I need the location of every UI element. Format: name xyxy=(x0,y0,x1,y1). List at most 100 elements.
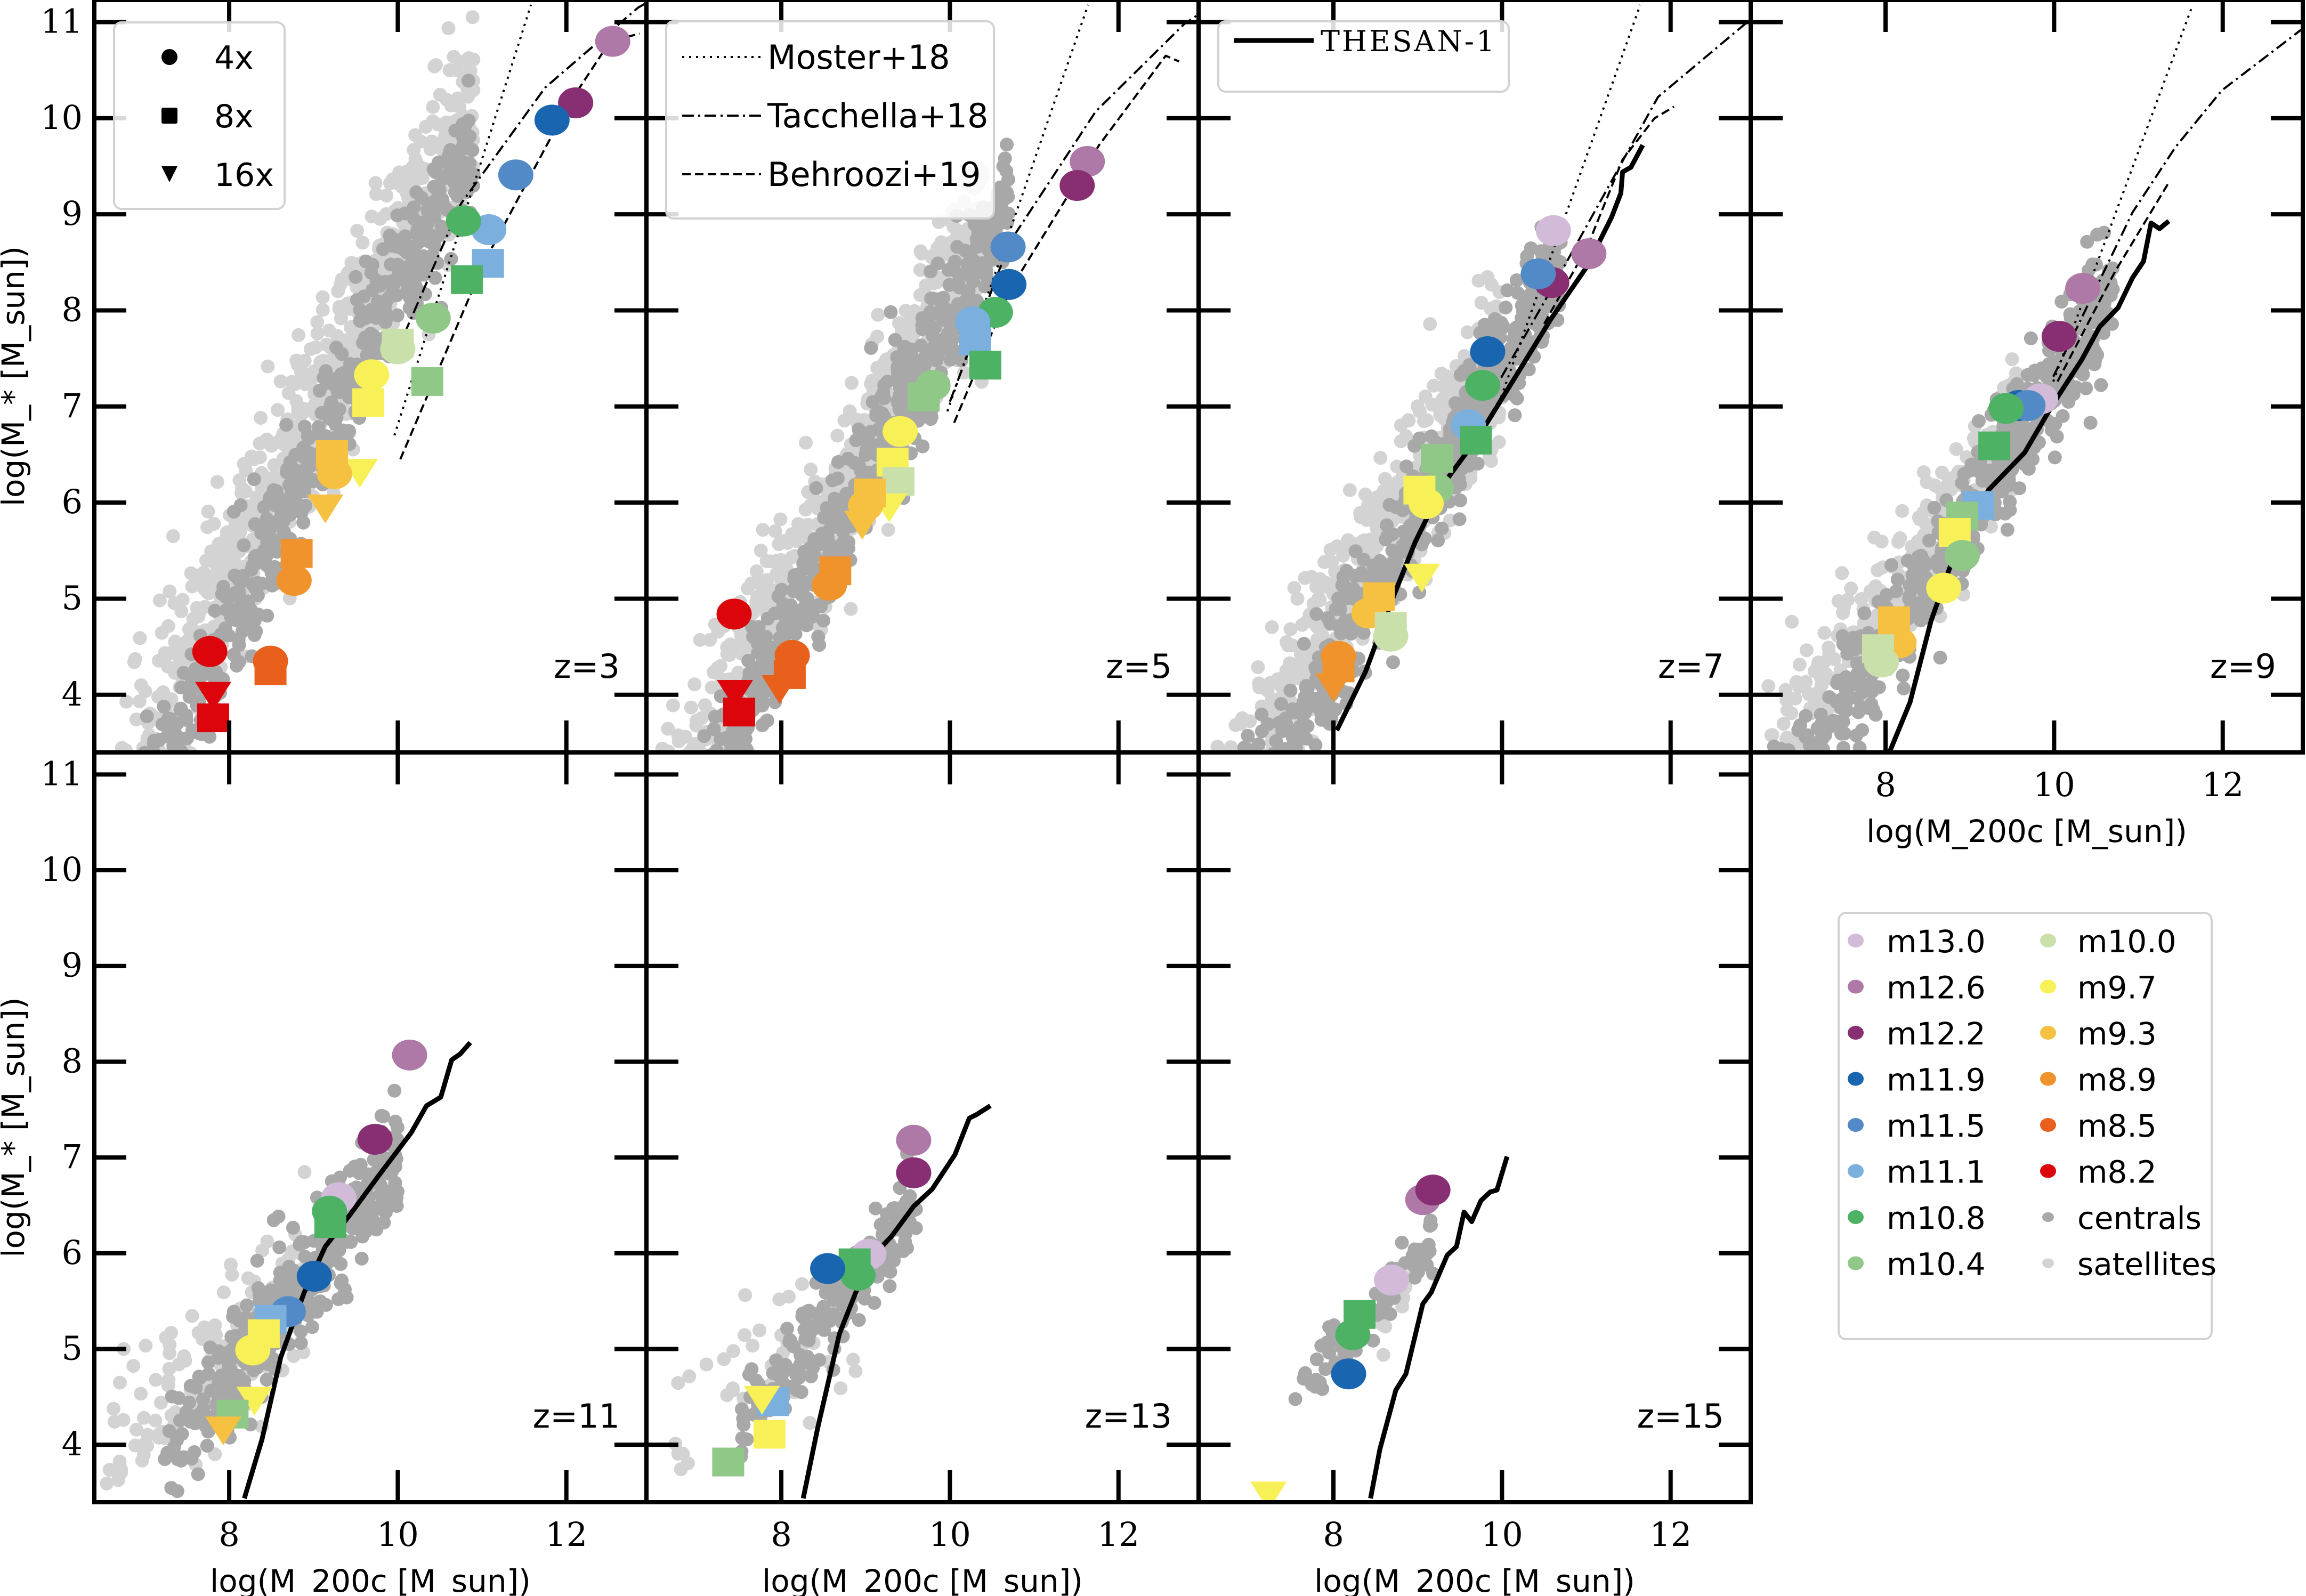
satellite-point xyxy=(1460,325,1475,339)
central-point xyxy=(1802,764,1816,778)
central-point xyxy=(676,815,690,829)
satellite-point xyxy=(1835,566,1849,580)
central-point xyxy=(1233,811,1247,825)
central-point xyxy=(1323,617,1338,631)
satellite-point xyxy=(1279,663,1293,678)
central-point xyxy=(1342,617,1357,631)
central-point xyxy=(390,308,404,322)
central-point xyxy=(1297,719,1312,733)
satellite-point xyxy=(1402,414,1416,428)
central-point xyxy=(702,769,716,783)
satellite-point xyxy=(208,1318,222,1332)
satellite-point xyxy=(1434,367,1449,381)
central-point xyxy=(1798,798,1812,812)
line-tacchella18 xyxy=(403,2,646,334)
central-point xyxy=(884,305,898,319)
central-point xyxy=(428,271,442,285)
satellite-point xyxy=(1235,795,1249,808)
satellite-point xyxy=(1765,728,1779,742)
central-point xyxy=(2063,307,2077,321)
central-point xyxy=(693,788,707,802)
satellite-point xyxy=(871,307,885,322)
central-point xyxy=(1203,891,1217,905)
central-point xyxy=(651,839,665,853)
satellite-point xyxy=(204,582,218,596)
central-point xyxy=(1255,707,1269,722)
central-point xyxy=(104,895,118,909)
satellite-point xyxy=(1492,435,1506,449)
satellite-point xyxy=(693,759,707,773)
satellite-point xyxy=(107,1401,120,1416)
marker-m9-7-square xyxy=(352,388,385,417)
satellite-point xyxy=(756,523,770,537)
central-point xyxy=(148,795,162,809)
central-point xyxy=(1308,738,1323,752)
central-point xyxy=(2080,234,2094,249)
satellite-point xyxy=(1234,795,1248,808)
central-point xyxy=(288,492,303,507)
marker-m10-8-square xyxy=(969,351,1001,380)
central-point xyxy=(880,375,895,389)
central-point xyxy=(1207,805,1221,819)
central-point xyxy=(1814,758,1827,772)
marker-m8-5-square xyxy=(254,656,287,685)
satellite-point xyxy=(1357,533,1371,547)
central-point xyxy=(796,556,811,571)
satellite-point xyxy=(686,765,700,779)
satellite-point xyxy=(133,765,147,779)
satellite-point xyxy=(1776,717,1791,731)
central-point xyxy=(1831,674,1845,688)
central-point xyxy=(682,802,696,816)
central-point xyxy=(1329,602,1343,616)
marker-m10-4-square xyxy=(908,382,940,411)
central-point xyxy=(1820,757,1834,771)
satellite-point xyxy=(1229,787,1243,801)
satellite-point xyxy=(100,1476,114,1490)
central-point xyxy=(1840,703,1854,717)
central-point xyxy=(165,777,179,791)
satellite-point xyxy=(310,315,325,329)
satellite-point xyxy=(651,828,665,842)
marker-m10-0-circle xyxy=(1864,646,1899,678)
central-point xyxy=(713,768,727,782)
satellite-point xyxy=(355,236,370,250)
satellite-point xyxy=(1210,803,1224,816)
central-point xyxy=(1884,558,1898,572)
marker-m9-7-circle xyxy=(883,416,918,447)
satellite-point xyxy=(671,728,685,742)
central-point xyxy=(254,526,269,540)
central-point xyxy=(1257,772,1271,785)
central-point xyxy=(1298,706,1312,720)
central-point xyxy=(954,353,969,368)
central-point xyxy=(157,700,171,714)
central-point xyxy=(940,314,954,328)
central-point xyxy=(809,481,823,495)
central-point xyxy=(118,852,132,865)
central-point xyxy=(250,576,265,590)
central-point xyxy=(1775,759,1789,773)
central-point xyxy=(1265,785,1279,799)
satellite-point xyxy=(1399,429,1413,443)
central-point xyxy=(1265,774,1279,788)
y-axis-label: log(M_* [M_sun]) xyxy=(0,246,31,506)
central-point xyxy=(226,505,241,519)
satellite-point xyxy=(1817,626,1832,640)
central-point xyxy=(722,761,736,775)
plot-area xyxy=(104,2,646,909)
satellite-point xyxy=(156,685,171,699)
central-point xyxy=(961,283,976,298)
central-point xyxy=(1266,760,1280,774)
central-point xyxy=(947,263,961,277)
satellite-point xyxy=(365,209,379,224)
central-point xyxy=(1857,606,1872,620)
satellite-point xyxy=(1283,622,1298,636)
satellite-point xyxy=(803,498,818,513)
central-point xyxy=(1452,512,1467,526)
central-point xyxy=(2024,331,2038,345)
central-point xyxy=(1268,786,1282,800)
central-point xyxy=(286,1220,300,1235)
central-point xyxy=(106,861,119,875)
central-point xyxy=(734,754,748,768)
satellite-point xyxy=(1234,755,1248,769)
central-point xyxy=(680,799,694,813)
